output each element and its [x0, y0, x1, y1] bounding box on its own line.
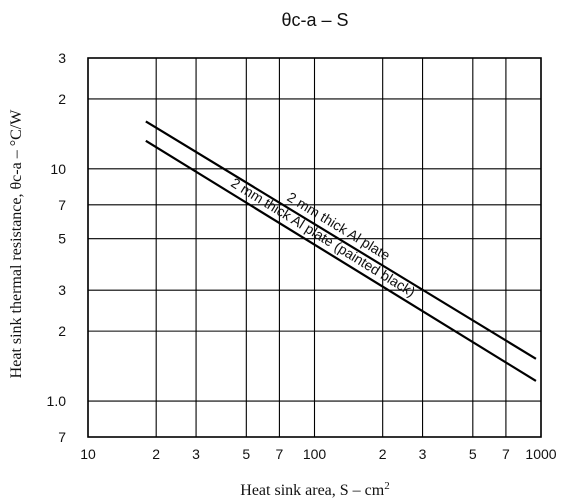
y-tick-label: 3 [58, 50, 66, 66]
x-tick-label: 2 [379, 446, 387, 462]
y-axis-label: Heat sink thermal resistance, θc-a – °C/… [8, 109, 25, 379]
x-tick-label: 7 [502, 446, 510, 462]
y-tick-label: 3 [58, 282, 66, 298]
grid [87, 57, 542, 438]
x-axis-label-text: Heat sink area, S – cm [240, 482, 385, 499]
y-tick-label: 2 [58, 323, 66, 339]
x-axis-label: Heat sink area, S – cm2 [240, 480, 389, 499]
x-tick-label: 2 [152, 446, 160, 462]
x-tick-label: 3 [192, 446, 200, 462]
y-tick-label: 7 [58, 197, 66, 213]
y-tick-label: 5 [58, 231, 66, 247]
x-tick-label: 3 [419, 446, 427, 462]
series-line-1 [145, 120, 537, 360]
y-axis-ticks: 7 1.0 2 3 5 7 10 2 3 [47, 50, 67, 445]
x-tick-label: 5 [469, 446, 477, 462]
series-label-2: 2 mm thick Al plate (painted black) [228, 174, 418, 299]
y-tick-label: 1.0 [47, 393, 67, 409]
y-tick-label: 7 [58, 429, 66, 445]
y-tick-label: 2 [58, 91, 66, 107]
x-axis-label-superscript: 2 [384, 480, 390, 492]
x-tick-label: 7 [276, 446, 284, 462]
plot-frame [87, 57, 542, 438]
x-tick-label: 100 [303, 446, 327, 462]
chart-title: θc-a – S [281, 10, 348, 30]
x-tick-label: 10 [80, 446, 96, 462]
series-line-2 [145, 139, 537, 382]
x-axis-ticks: 10 2 3 5 7 100 2 3 5 7 1000 [80, 446, 557, 462]
x-tick-label: 1000 [525, 446, 556, 462]
x-tick-label: 5 [242, 446, 250, 462]
y-tick-label: 10 [50, 161, 66, 177]
